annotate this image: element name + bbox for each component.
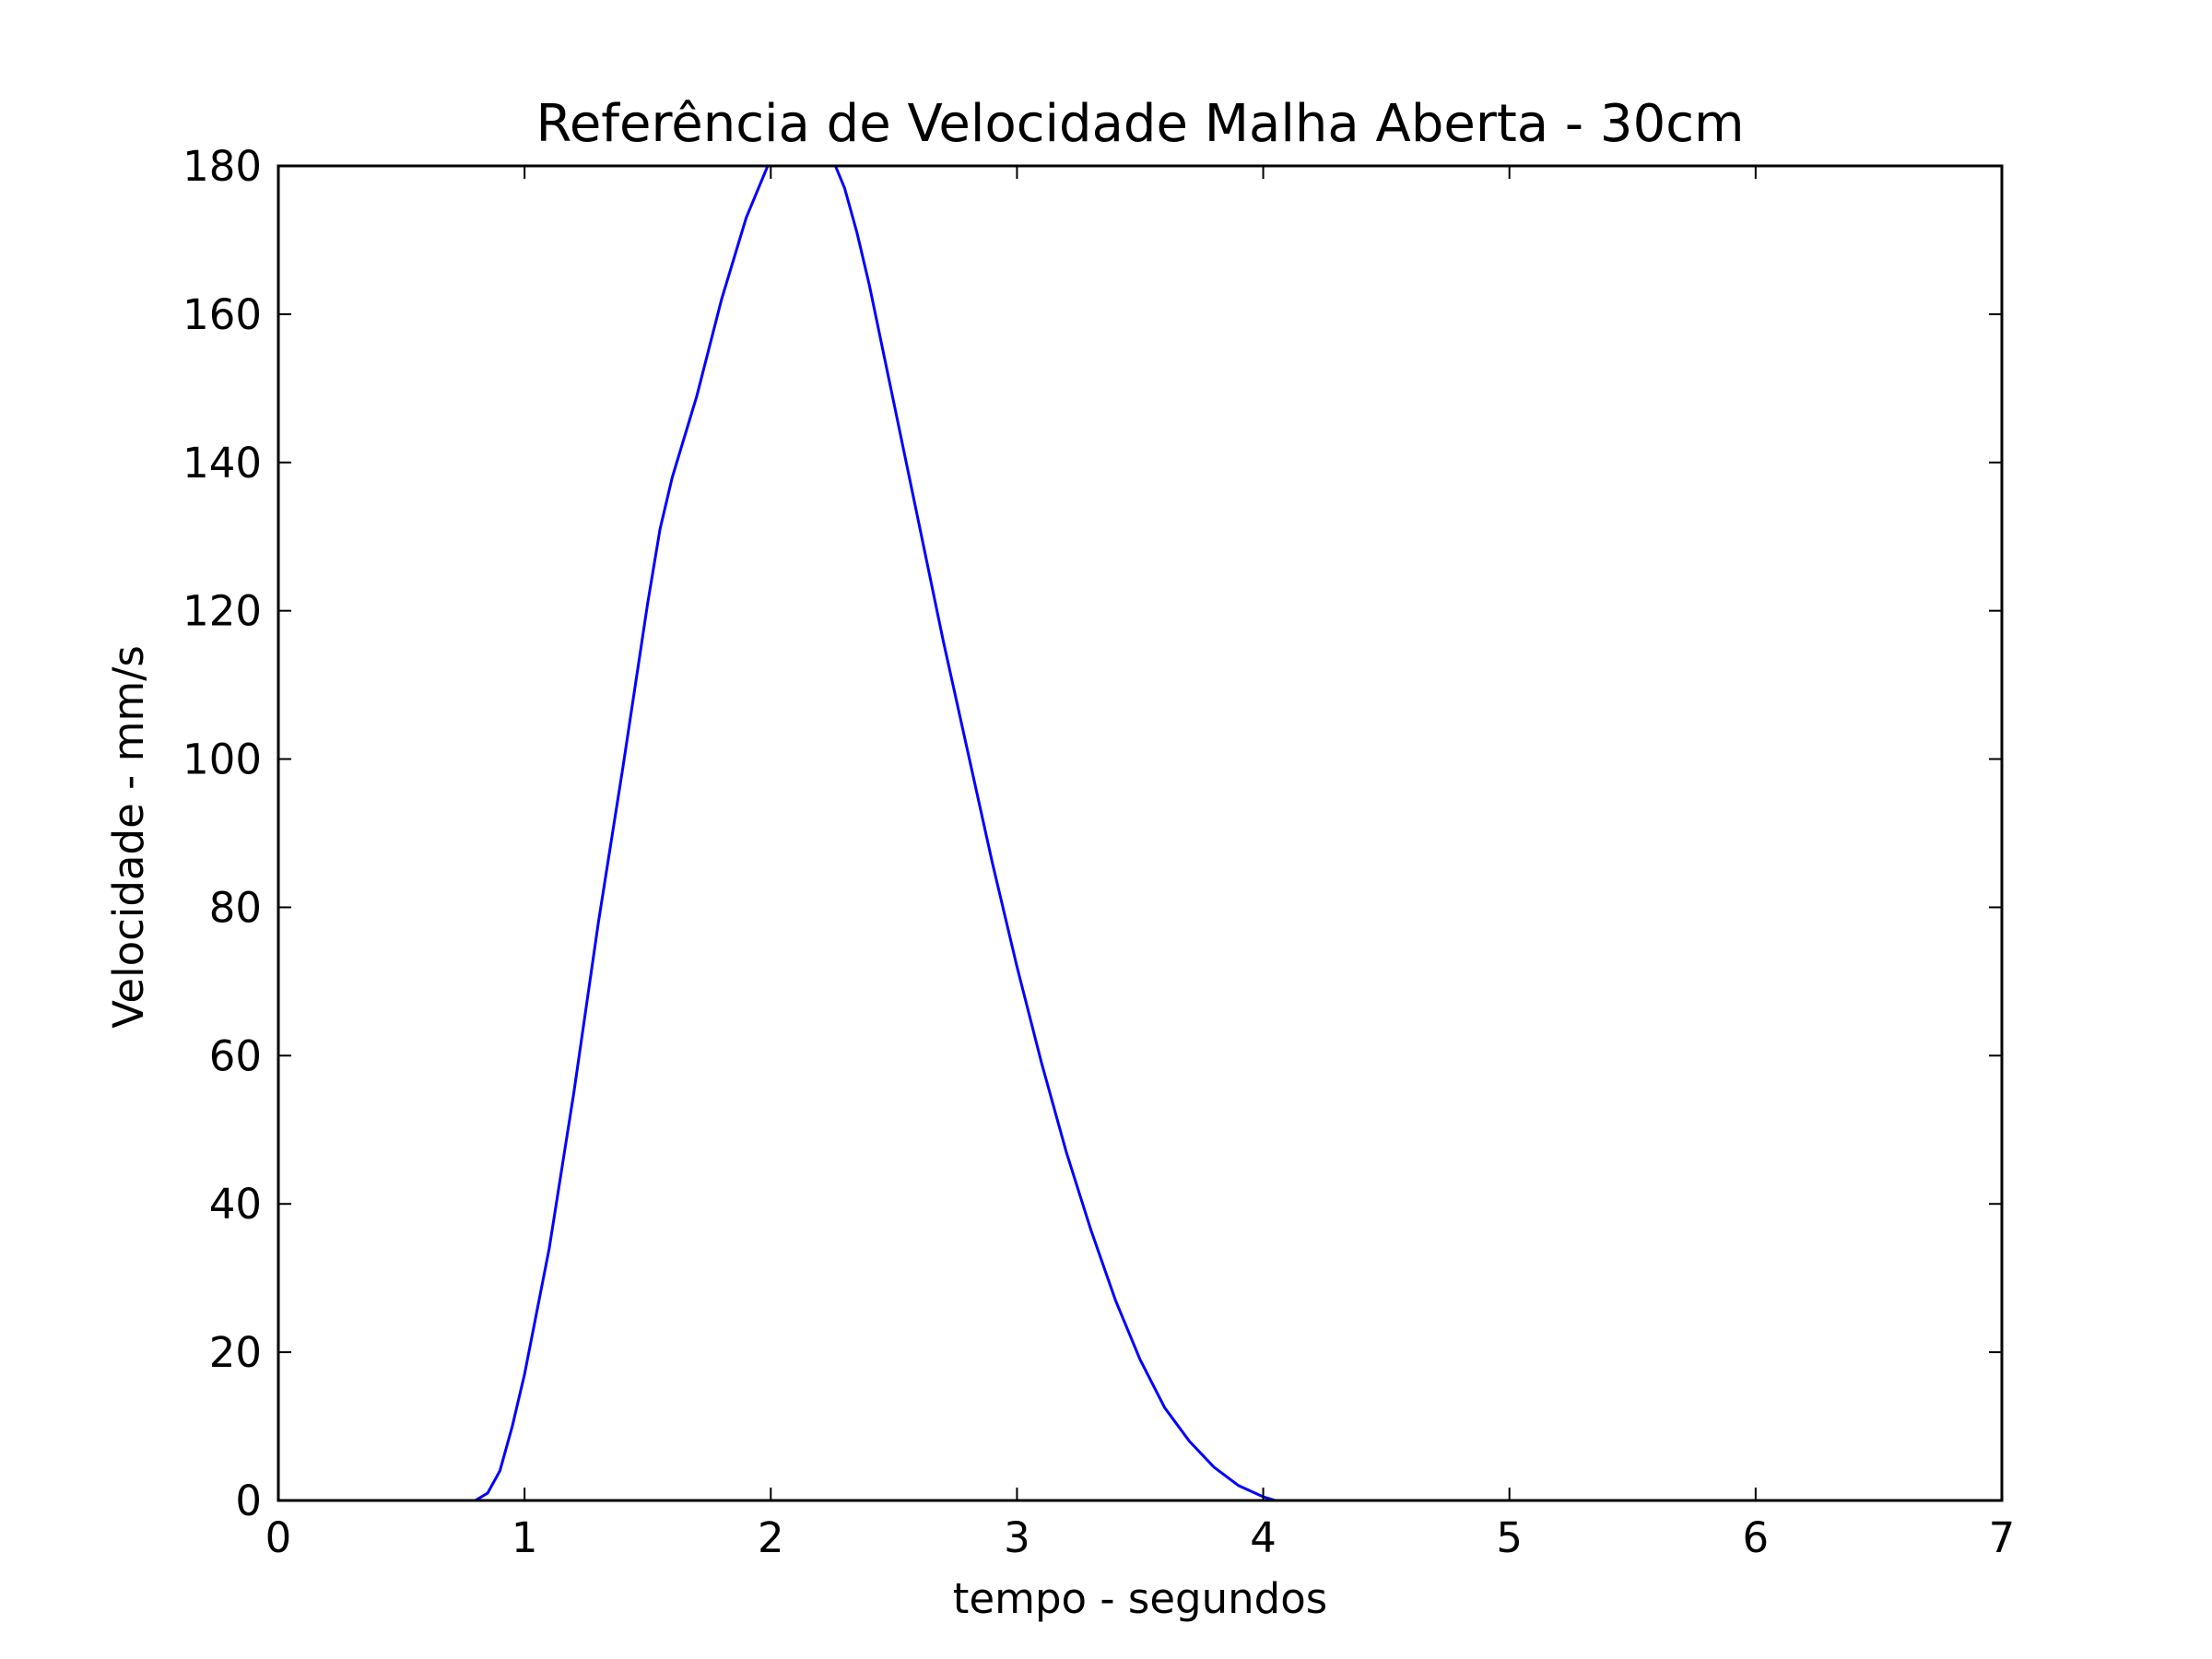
- x-tick-label: 1: [512, 1513, 538, 1562]
- y-tick-label: 80: [209, 883, 262, 932]
- x-tick-label: 0: [265, 1513, 292, 1562]
- y-tick-label: 40: [209, 1180, 262, 1229]
- y-tick-label: 0: [235, 1477, 262, 1525]
- x-axis-label: tempo - segundos: [953, 1574, 1327, 1623]
- chart-title: Referência de Velocidade Malha Aberta - …: [535, 94, 1744, 154]
- y-tick-label: 180: [182, 142, 262, 191]
- x-tick-label: 3: [1004, 1513, 1030, 1562]
- y-tick-label: 120: [182, 587, 262, 636]
- y-tick-label: 140: [182, 439, 262, 488]
- plot-lines: [278, 166, 2002, 1500]
- y-axis-label: Velocidade - mm/s: [104, 645, 153, 1029]
- x-tick-label: 5: [1496, 1513, 1523, 1562]
- x-tick-label: 4: [1250, 1513, 1277, 1562]
- y-tick-label: 100: [182, 735, 262, 784]
- y-tick-label: 20: [209, 1328, 262, 1377]
- series-line-1: [278, 166, 2002, 1500]
- x-tick-label: 7: [1989, 1513, 2016, 1562]
- y-tick-label: 160: [182, 290, 262, 339]
- plot-frame: [276, 164, 2004, 1502]
- y-tick-label: 60: [209, 1031, 262, 1080]
- x-tick-label: 2: [758, 1513, 784, 1562]
- x-tick-label: 6: [1743, 1513, 1770, 1562]
- axis-ticks: 0 1 2 3 4 5 6 7 0 20 40 60 80 100 120 140 160 180: [182, 142, 2015, 1562]
